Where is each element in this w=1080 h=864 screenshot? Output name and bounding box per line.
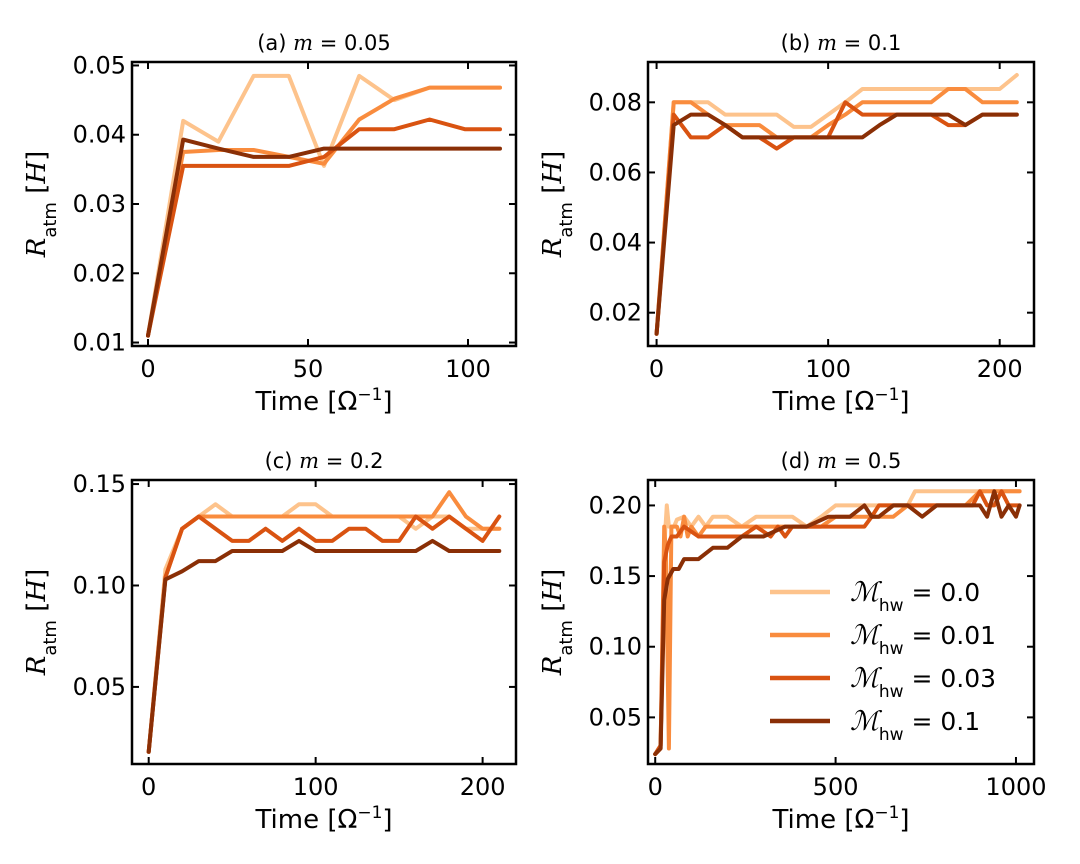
subplot-title: (d) m = 0.5: [781, 449, 902, 473]
y-tick-label: 0.05: [73, 673, 126, 701]
axes-frame: [646, 60, 1036, 348]
y-axis-label: Ratm [H]: [22, 569, 61, 676]
legend-label: ℳhw = 0.03: [850, 663, 996, 702]
series-line: [146, 502, 502, 754]
y-tick-label: 0.15: [73, 470, 126, 498]
subplot-4: 0 500 1000 0.05 0.10 0.15 0.20 (d) m = 0.5 Time …: [538, 449, 1047, 835]
subplot-title: (a) m = 0.05: [257, 31, 391, 55]
x-axis-label: Time [Ω−1]: [771, 385, 909, 417]
series-line: [654, 112, 1019, 336]
legend-label: ℳhw = 0.01: [850, 620, 996, 659]
x-tick-label: 100: [293, 773, 339, 801]
x-tick-label: 200: [977, 355, 1023, 383]
legend-label: ℳhw = 0.1: [850, 706, 980, 745]
subplot-title: (b) m = 0.1: [781, 31, 902, 55]
axes-frame: [130, 60, 518, 348]
plot-area: [146, 73, 502, 338]
y-tick-label: 0.02: [589, 299, 642, 327]
y-tick-label: 0.05: [73, 51, 126, 79]
y-tick-label: 0.01: [73, 329, 126, 357]
x-tick-label: 1000: [985, 773, 1046, 801]
series-line: [146, 73, 502, 338]
y-tick-label: 0.02: [73, 259, 126, 287]
plot-area: [653, 489, 1022, 757]
x-axis-label: Time [Ω−1]: [771, 803, 909, 835]
y-tick-label: 0.15: [589, 562, 642, 590]
x-tick-label: 100: [445, 355, 491, 383]
series-line: [654, 100, 1019, 336]
series-line: [146, 85, 502, 338]
x-tick-label: 0: [648, 773, 663, 801]
y-tick-label: 0.05: [589, 703, 642, 731]
subplot-2: 0 100 200 0.02 0.04 0.06 0.08 (b) m = 0.1 Time […: [538, 31, 1036, 417]
y-tick-label: 0.03: [73, 190, 126, 218]
y-axis-label: Ratm [H]: [538, 151, 577, 258]
legend-label: ℳhw = 0.0: [850, 577, 980, 616]
subplot-title: (c) m = 0.2: [265, 449, 384, 473]
x-tick-label: 100: [805, 355, 851, 383]
y-tick-label: 0.04: [73, 121, 126, 149]
x-tick-label: 50: [293, 355, 324, 383]
series-line: [654, 73, 1019, 336]
x-tick-label: 0: [141, 773, 156, 801]
series-line: [146, 490, 502, 754]
y-axis-label: Ratm [H]: [22, 151, 61, 258]
axes-frame: [130, 478, 518, 766]
series-line: [653, 489, 1022, 757]
y-axis-label: Ratm [H]: [538, 569, 577, 676]
plot-area: [146, 490, 502, 754]
y-tick-label: 0.20: [589, 491, 642, 519]
x-axis-label: Time [Ω−1]: [254, 803, 392, 835]
series-line: [146, 538, 502, 754]
series-line: [146, 117, 502, 338]
y-tick-label: 0.10: [589, 633, 642, 661]
x-tick-label: 0: [649, 355, 664, 383]
subplot-1: 0 50 100 0.01 0.02 0.03 0.04 0.05 (a) m = 0.05 Ti…: [22, 31, 518, 417]
legend: ℳhw = 0.0 ℳhw = 0.01 ℳhw = 0.03 ℳhw = 0.1: [770, 577, 996, 745]
plot-area: [654, 73, 1019, 336]
series-line: [146, 514, 502, 754]
x-axis-label: Time [Ω−1]: [254, 385, 392, 417]
series-line: [146, 137, 502, 338]
y-tick-label: 0.04: [589, 229, 642, 257]
subplot-3: 0 100 200 0.05 0.10 0.15 (c) m = 0.2 Time [Ω−1]…: [22, 449, 518, 835]
y-tick-label: 0.06: [589, 158, 642, 186]
axes-frame: [646, 478, 1036, 766]
y-tick-label: 0.10: [73, 571, 126, 599]
x-tick-label: 500: [813, 773, 859, 801]
x-tick-label: 0: [140, 355, 155, 383]
y-tick-label: 0.08: [589, 88, 642, 116]
x-tick-label: 200: [460, 773, 506, 801]
